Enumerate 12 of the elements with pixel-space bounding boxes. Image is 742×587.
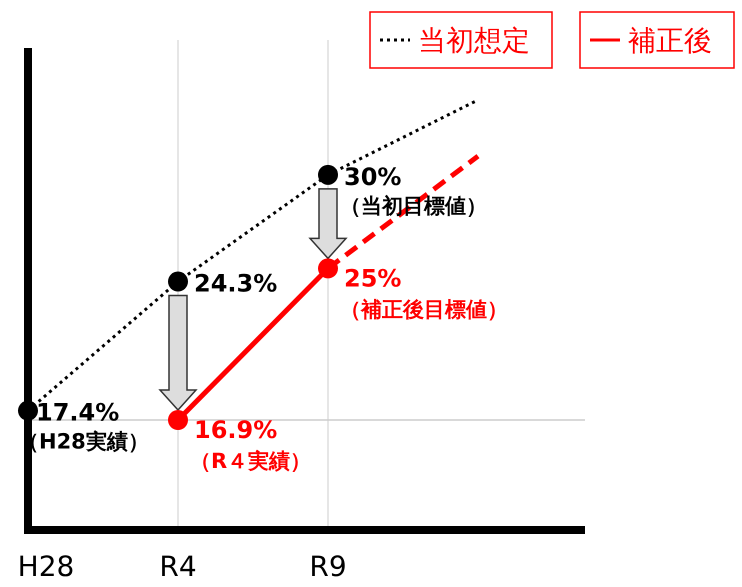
annotation: （R４実績） [190, 449, 312, 473]
data-label: 16.9% [194, 416, 278, 444]
data-label: 24.3% [194, 270, 278, 298]
data-label: 17.4% [36, 398, 120, 427]
x-tick-label: R9 [309, 550, 347, 583]
legend-label: 補正後 [628, 24, 712, 57]
x-tick-label: R4 [159, 550, 197, 583]
data-label: 30% [344, 162, 402, 191]
legend-label: 当初想定 [418, 24, 530, 57]
annotation: （補正後目標値） [340, 297, 508, 322]
data-label: 25% [344, 264, 402, 292]
x-tick-label: H28 [18, 550, 74, 583]
